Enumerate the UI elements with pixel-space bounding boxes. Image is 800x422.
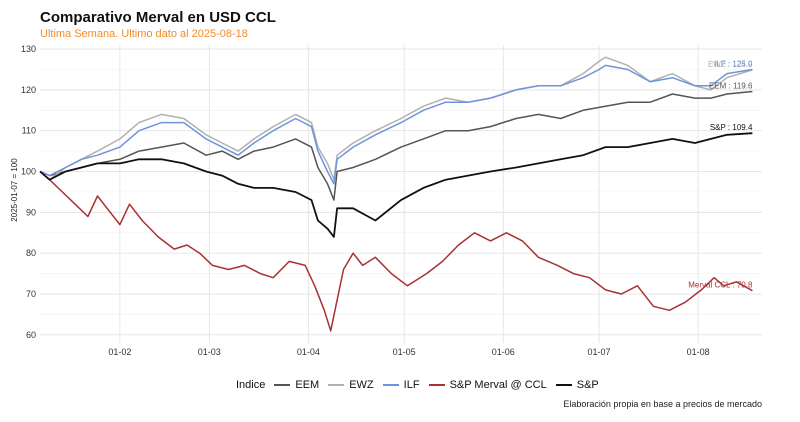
- series-line-eem: [39, 90, 753, 201]
- x-tick-label: 01-04: [297, 347, 320, 357]
- chart-title: Comparativo Merval en USD CCL: [40, 9, 276, 26]
- legend-label: ILF: [403, 379, 420, 391]
- x-tick-label: 01-03: [198, 347, 221, 357]
- end-label-ewz: EWZ : 124.9: [708, 60, 753, 69]
- y-tick-label: 110: [22, 126, 36, 136]
- y-tick-label: 60: [26, 330, 36, 340]
- legend-swatch: [328, 384, 345, 386]
- y-axis-label: 2025-01-07 = 100: [10, 158, 19, 222]
- legend-items: EEM EWZ ILF S&P Merval @ CCL S&P: [274, 379, 599, 391]
- end-label-s-p: S&P : 109.4: [710, 123, 753, 132]
- end-label-ilf: ILF : 125.0: [714, 59, 753, 68]
- end-label-s-p-merval-ccl: Merval CCL : 70.8: [688, 281, 753, 290]
- plot-background: [40, 45, 762, 343]
- legend-item-s-p-merval-ccl: S&P Merval @ CCL: [428, 379, 547, 391]
- grid-lines: [40, 45, 762, 343]
- legend-item-ilf: ILF: [382, 379, 420, 391]
- y-tick-label: 70: [26, 289, 36, 299]
- x-axis-ticks: 01-02 01-03 01-04 01-05 01-06 01-07 01-08: [108, 347, 709, 357]
- series-line-s-p: [39, 132, 753, 238]
- x-tick-label: 01-02: [108, 347, 131, 357]
- legend-item-ewz: EWZ: [328, 379, 374, 391]
- x-tick-label: 01-05: [393, 347, 416, 357]
- caption: Elaboración propia en base a precios de …: [563, 399, 762, 409]
- series-lines: [39, 56, 753, 332]
- chart-subtitle: Ultima Semana. Ultimo dato al 2025-08-18: [40, 28, 248, 40]
- y-tick-label: 130: [21, 44, 36, 54]
- legend-label: EWZ: [349, 379, 374, 391]
- legend-swatch: [555, 384, 572, 386]
- legend-swatch: [274, 384, 291, 386]
- legend-swatch: [428, 384, 445, 386]
- end-label-eem: EEM : 119.6: [709, 82, 753, 91]
- y-tick-label: 100: [21, 167, 36, 177]
- x-tick-label: 01-06: [492, 347, 515, 357]
- y-tick-label: 90: [26, 207, 36, 217]
- legend-label: S&P: [576, 379, 599, 391]
- legend-title: Indice: [236, 379, 266, 391]
- x-tick-label: 01-08: [687, 347, 710, 357]
- legend-swatch: [382, 384, 399, 386]
- y-tick-label: 120: [21, 85, 36, 95]
- y-tick-label: 80: [26, 248, 36, 258]
- legend-item-eem: EEM: [274, 379, 319, 391]
- legend: Indice EEM EWZ ILF S&P Merval @ CCL S&P: [236, 379, 599, 391]
- series-line-s-p-merval-ccl: [39, 170, 753, 332]
- series-line-ewz: [39, 56, 753, 181]
- legend-label: S&P Merval @ CCL: [449, 379, 547, 391]
- legend-item-s-p: S&P: [555, 379, 599, 391]
- x-tick-label: 01-07: [588, 347, 611, 357]
- legend-label: EEM: [295, 379, 320, 391]
- y-axis-ticks: 60 70 80 90 100 110 120 130: [21, 44, 36, 340]
- series-line-ilf: [39, 64, 753, 185]
